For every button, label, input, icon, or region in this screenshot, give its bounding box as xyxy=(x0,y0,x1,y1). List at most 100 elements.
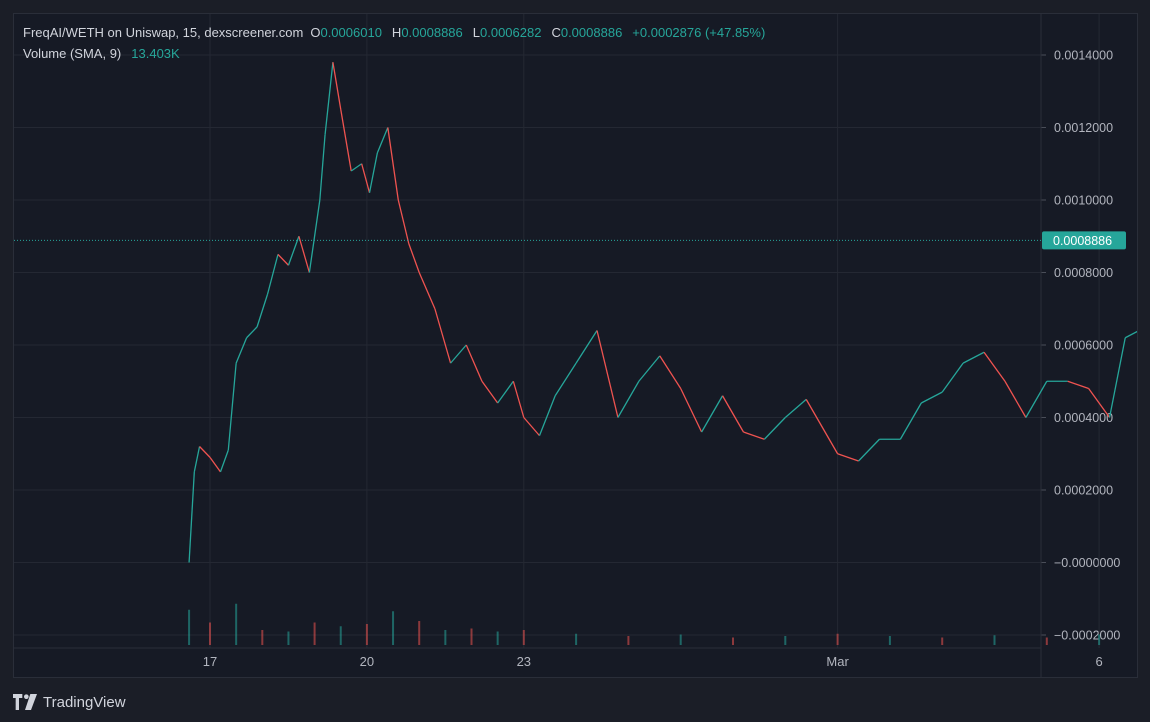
price-segment xyxy=(188,471,195,563)
price-chart[interactable]: 0.0014000 0.0012000 0.0010000 0.0008000 0.00… xyxy=(14,14,1138,678)
price-segment xyxy=(659,355,682,389)
price-segment xyxy=(266,254,279,295)
price-segment xyxy=(701,395,724,433)
volume-bar xyxy=(784,636,787,645)
volume-bar xyxy=(287,631,290,645)
volume-bar xyxy=(522,630,525,645)
price-segment xyxy=(340,109,352,172)
x-tick-label: 20 xyxy=(360,654,374,669)
x-tick-label: 6 xyxy=(1095,654,1102,669)
last-price-label: 0.0008886 xyxy=(1053,234,1112,248)
volume-bar xyxy=(365,624,368,645)
price-segment xyxy=(219,449,229,473)
y-tick-label: 0.0008000 xyxy=(1054,266,1113,280)
volume-bar xyxy=(261,630,264,645)
y-tick-label: 0.0014000 xyxy=(1054,49,1113,63)
x-tick-label: 17 xyxy=(203,654,217,669)
high-label: H xyxy=(391,25,402,40)
volume-bar xyxy=(836,633,839,645)
volume-bar xyxy=(496,631,499,645)
price-segment xyxy=(680,388,703,433)
price-segment xyxy=(920,391,943,404)
volume-bar xyxy=(732,637,734,645)
volume-bar xyxy=(392,611,395,645)
volume-bar xyxy=(313,622,316,645)
low-label: L xyxy=(472,25,480,40)
volume-bar xyxy=(993,635,996,645)
tradingview-footer[interactable]: TradingView xyxy=(13,690,126,714)
volume-legend: Volume (SMA, 9) 13.403K xyxy=(23,46,180,61)
volume-value: 13.403K xyxy=(131,46,180,61)
price-segment xyxy=(246,326,258,339)
price-segment xyxy=(962,351,985,364)
y-tick-label: 0.0006000 xyxy=(1054,339,1113,353)
price-segment xyxy=(1088,388,1111,418)
price-segment xyxy=(350,163,363,172)
price-segment xyxy=(481,380,499,404)
price-segment xyxy=(899,402,922,440)
price-segment xyxy=(763,417,786,440)
ohlc-legend: FreqAI/WETH on Uniswap, 15, dexscreener.… xyxy=(23,25,765,40)
volume-bar xyxy=(1098,634,1101,645)
price-segment xyxy=(538,395,556,436)
price-segment xyxy=(235,337,248,364)
price-segment xyxy=(497,380,514,404)
price-segment xyxy=(256,294,269,328)
x-tick-label: Mar xyxy=(826,654,849,669)
price-segment xyxy=(319,134,326,201)
price-segment xyxy=(1067,380,1089,390)
price-segment xyxy=(324,62,334,135)
price-segment xyxy=(983,351,1006,382)
price-segment xyxy=(199,446,211,458)
price-segment xyxy=(450,344,467,364)
price-segment xyxy=(941,362,964,393)
price-segment xyxy=(376,127,389,154)
volume-bar xyxy=(235,603,238,645)
chart-frame[interactable]: 0.0014000 0.0012000 0.0010000 0.0008000 0.00… xyxy=(13,13,1138,678)
price-segment xyxy=(193,446,201,473)
price-segment xyxy=(512,381,525,418)
price-segment xyxy=(298,236,310,273)
volume-bar xyxy=(470,628,473,645)
last-price-badge xyxy=(1042,231,1126,250)
x-tick-label: 23 xyxy=(517,654,531,669)
price-segment xyxy=(1004,380,1027,418)
volume-bar xyxy=(575,633,578,645)
open-label: O xyxy=(310,25,321,40)
volume-bar xyxy=(339,626,342,645)
price-segment xyxy=(209,456,221,473)
volume-bar xyxy=(941,637,944,645)
price-segment xyxy=(617,380,640,418)
volume-bar xyxy=(418,621,421,645)
price-segment xyxy=(1025,380,1048,418)
volume-label: Volume (SMA, 9) xyxy=(23,46,122,61)
volume-bar xyxy=(209,622,211,645)
price-segment xyxy=(743,431,765,440)
y-tick-label: −0.0002000 xyxy=(1054,629,1120,643)
price-segment xyxy=(287,236,300,266)
price-segment xyxy=(721,395,745,433)
price-segment xyxy=(368,152,378,193)
price-segment xyxy=(332,62,342,110)
price-segment xyxy=(1108,337,1126,418)
volume-bar xyxy=(1045,637,1048,645)
price-segment xyxy=(408,243,420,273)
volume-bar xyxy=(679,634,682,645)
price-segment xyxy=(418,272,436,310)
volume-bar xyxy=(888,636,891,645)
y-tick-label: 0.0004000 xyxy=(1054,411,1113,425)
price-segment xyxy=(638,355,661,382)
change-value: +0.0002876 (+47.85%) xyxy=(632,25,766,40)
high-value: 0.0008886 xyxy=(401,25,463,40)
price-segment xyxy=(805,399,839,455)
tradingview-brand: TradingView xyxy=(43,693,126,711)
price-segment xyxy=(837,453,859,462)
price-segment xyxy=(858,438,880,462)
y-tick-label: 0.0010000 xyxy=(1054,194,1113,208)
price-segment xyxy=(308,199,321,273)
price-segment xyxy=(523,417,540,437)
y-tick-label: −0.0000000 xyxy=(1054,556,1120,570)
price-segment xyxy=(387,127,399,201)
price-segment xyxy=(434,308,452,364)
price-segment xyxy=(397,199,410,244)
